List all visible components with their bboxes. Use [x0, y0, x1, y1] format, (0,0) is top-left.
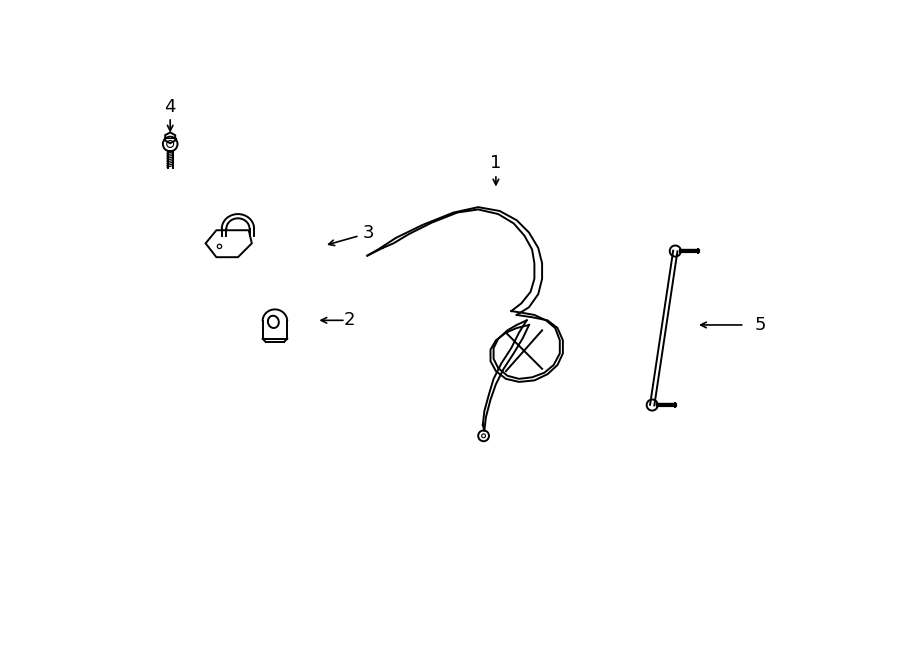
Text: 2: 2 — [344, 311, 356, 329]
Text: 1: 1 — [491, 154, 501, 173]
Text: 5: 5 — [754, 316, 766, 334]
Text: 4: 4 — [165, 98, 176, 116]
Text: 3: 3 — [363, 223, 374, 241]
